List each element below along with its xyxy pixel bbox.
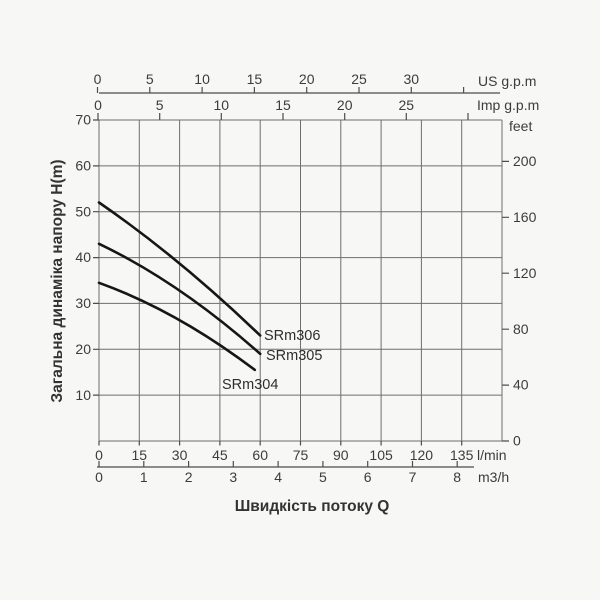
imp-gpm-tick-label: 5 [156,97,164,113]
m3h-tick-label: 7 [409,469,417,485]
imp-gpm-tick-label: 15 [275,97,291,113]
lmin-tick-label: 45 [212,447,228,463]
m3h-tick-label: 8 [453,469,461,485]
lmin-tick-label: 90 [333,447,349,463]
us-gpm-tick-label: 15 [247,71,263,87]
feet-axis-ticks [502,160,509,442]
lmin-tick-label: 0 [95,447,103,463]
lmin-tick-label: 120 [410,447,434,463]
imp-gpm-tick-label: 25 [399,97,415,113]
grid-horizontal-lines [99,119,502,442]
head-m-tick-label: 70 [75,112,91,128]
lmin-tick-label: 60 [252,447,268,463]
imp-gpm-tick-label: 10 [214,97,230,113]
us-gpm-tick-label: 10 [194,71,210,87]
us-gpm-tick-label: 0 [94,71,102,87]
m3h-tick-label: 6 [364,469,372,485]
us-gpm-tick-label: 25 [351,71,367,87]
feet-unit-label: feet [509,118,532,134]
lmin-tick-label: 30 [172,447,188,463]
head-m-tick-label: 60 [75,158,91,174]
us-gpm-unit-label: US g.p.m [478,73,536,89]
curve-srm304 [97,281,257,372]
m3h-tick-label: 2 [185,469,193,485]
feet-tick-label: 0 [513,433,521,449]
grid-vertical-lines [98,120,503,441]
imp-gpm-axis: 0 5 10 15 20 25 Imp g.p.m [94,97,539,120]
y-axis-title: Загальна динаміка напору H(m) [49,159,66,402]
head-m-tick-label: 30 [75,295,91,311]
lmin-axis: 0 15 30 45 60 75 90 105 120 135 l/min [95,441,507,463]
us-gpm-tick-label: 20 [299,71,315,87]
us-gpm-axis-ticks [96,87,465,93]
lmin-tick-label: 15 [132,447,148,463]
m3h-tick-label: 0 [95,469,103,485]
head-m-tick-label: 10 [75,387,91,403]
feet-tick-label: 160 [513,209,537,225]
feet-tick-label: 80 [513,321,529,337]
imp-gpm-unit-label: Imp g.p.m [477,97,539,113]
imp-gpm-tick-label: 0 [94,97,102,113]
curve-srm306 [97,201,262,337]
curve-label-srm304: SRm304 [222,377,278,393]
lmin-tick-label: 135 [450,447,474,463]
plot-grid [98,119,503,442]
feet-axis: feet 200 160 120 80 40 0 [502,118,537,449]
head-m-tick-label: 50 [75,203,91,219]
us-gpm-axis: 0 5 10 15 20 25 30 US g.p.m [94,71,536,94]
x-axis-title: Швидкість потоку Q [235,498,390,515]
head-m-axis: 70 60 50 40 30 20 10 Загальна динаміка н… [49,112,99,403]
m3h-unit-label: m3/h [478,469,509,485]
us-gpm-tick-label: 30 [404,71,420,87]
pump-curves [97,201,262,372]
m3h-tick-label: 1 [140,469,148,485]
m3h-axis: 0 1 2 3 4 5 6 7 8 m3/h [95,461,509,485]
m3h-tick-label: 5 [319,469,327,485]
lmin-tick-label: 75 [293,447,309,463]
feet-tick-label: 120 [513,265,537,281]
curve-label-srm306: SRm306 [264,328,320,344]
m3h-tick-label: 4 [274,469,282,485]
lmin-axis-ticks [98,441,463,446]
head-m-axis-ticks [93,119,99,396]
imp-gpm-axis-ticks [97,113,469,120]
curve-srm305 [97,242,262,356]
us-gpm-tick-label: 5 [146,71,154,87]
m3h-axis-ticks [98,461,458,467]
m3h-tick-label: 3 [229,469,237,485]
imp-gpm-tick-label: 20 [337,97,353,113]
head-m-tick-label: 40 [75,249,91,265]
lmin-unit-label: l/min [477,447,507,463]
feet-tick-label: 200 [513,153,537,169]
lmin-tick-label: 105 [369,447,393,463]
curve-label-srm305: SRm305 [266,348,322,364]
head-m-tick-label: 20 [75,341,91,357]
feet-tick-label: 40 [513,377,529,393]
